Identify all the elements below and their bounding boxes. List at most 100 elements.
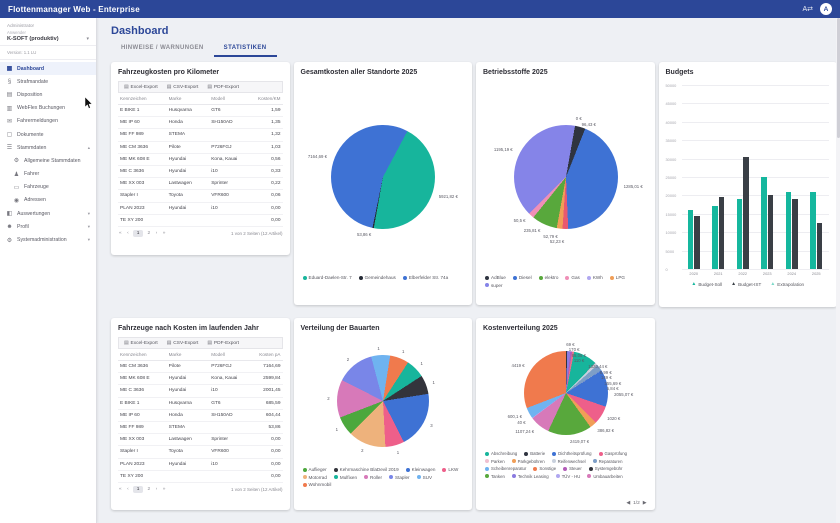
sidebar-item-auswertungen[interactable]: ◧ Auswertungen ▾ bbox=[0, 207, 96, 220]
pagination-first-button[interactable]: « bbox=[119, 231, 122, 237]
sidebar-item-stammdaten[interactable]: ☰ Stammdaten ▴ bbox=[0, 141, 96, 154]
sidebar-item-adressen[interactable]: ◉ Adressen bbox=[0, 194, 96, 207]
pagination-next-button[interactable]: › bbox=[155, 487, 158, 493]
pagination-page-2[interactable]: 2 bbox=[147, 231, 151, 237]
table-cell: 0,00 bbox=[254, 445, 283, 459]
table-row[interactable]: E BIKE 1 Husqvarna GT6 1,59 bbox=[118, 104, 283, 118]
tab-statistiken[interactable]: STATISTIKEN bbox=[213, 41, 277, 57]
table-row[interactable]: TE XY 200 0,00 bbox=[118, 470, 283, 483]
table-toolbar: ▤ Excel-Export ▤ CSV-Export ▤ PDF-Export bbox=[118, 337, 283, 349]
csv-export-button[interactable]: ▤ CSV-Export bbox=[167, 85, 199, 90]
pagination-prev-button[interactable]: ‹ bbox=[127, 487, 129, 493]
table-row[interactable]: ME MK 608 E Hyundai Kona, Kauai 2599,84 bbox=[118, 372, 283, 386]
legend-item-kehrmaschine-bladevil-2019: Kehrmaschine BlaDevil 2019 bbox=[333, 467, 399, 472]
scrollbar-thumb[interactable] bbox=[836, 18, 840, 138]
table-row[interactable]: ME XX 003 Lastwagen Sprinter 0,00 bbox=[118, 433, 283, 447]
card-title: Kostenverteilung 2025 bbox=[483, 325, 558, 332]
pdf-export-button[interactable]: ▤ PDF-Export bbox=[207, 85, 239, 90]
book-icon: ▥ bbox=[6, 105, 13, 112]
legend-color-dot bbox=[405, 467, 410, 472]
sidebar-item-fahrzeuge[interactable]: ▭ Fahrzeuge bbox=[0, 181, 96, 194]
card-title: Gesamtkosten aller Standorte 2025 bbox=[300, 69, 418, 76]
csv-export-button[interactable]: ▤ CSV-Export bbox=[167, 341, 199, 346]
pagination-prev-button[interactable]: ‹ bbox=[127, 231, 129, 237]
table-row[interactable]: ME CM 3636 Pilote P726FGJ 7164,69 bbox=[118, 360, 283, 374]
translate-icon[interactable]: A⇄ bbox=[802, 6, 813, 13]
legend-color-dot bbox=[302, 467, 307, 472]
legend-label: Kleinwagen bbox=[411, 467, 436, 472]
legend-label: Gasprüfung bbox=[604, 451, 628, 456]
y-tick-label: 35000 bbox=[665, 138, 677, 144]
card-title: Verteilung der Bauarten bbox=[300, 325, 380, 332]
sidebar-item-strafmandate[interactable]: § Strafmandate bbox=[0, 75, 96, 88]
table-cell: Stapler I bbox=[118, 445, 167, 459]
button-label: PDF-Export bbox=[213, 84, 239, 90]
table-cell: 0,22 bbox=[254, 177, 283, 191]
table-cell: STEMA bbox=[166, 128, 210, 142]
legend-pager-prev[interactable]: ◀ bbox=[626, 501, 631, 506]
excel-export-button[interactable]: ▤ Excel-Export bbox=[124, 341, 158, 346]
table-cell: 0,00 bbox=[254, 202, 283, 215]
table-row[interactable]: ME FF 989 STEMA 1,32 bbox=[118, 128, 283, 142]
legend-label: Scheibenreparatur bbox=[491, 466, 527, 471]
table-row[interactable]: Stapler I Toyota VFR600 0,00 bbox=[118, 445, 283, 459]
sidebar-item-profil[interactable]: ☻ Profil ▾ bbox=[0, 220, 96, 233]
legend-color-dot bbox=[588, 466, 593, 471]
table-row[interactable]: ME IP 60 Honda SH150AD 604,44 bbox=[118, 409, 283, 422]
table-row[interactable]: ME MK 608 E Hyundai Kona, Kauai 0,56 bbox=[118, 153, 283, 166]
legend-color-dot bbox=[511, 474, 516, 478]
pagination-next-button[interactable]: › bbox=[155, 231, 158, 237]
table-row[interactable]: ME CM 3636 Pilote P726FGJ 1,03 bbox=[118, 141, 283, 154]
sidebar-item-allgemeine-stammdaten[interactable]: ⚙ Allgemeine Stammdaten bbox=[0, 154, 96, 167]
legend-pager-label: 1/2 bbox=[633, 501, 640, 506]
sidebar-item-fahrer[interactable]: ♟ Fahrer bbox=[0, 168, 96, 181]
legend-label: Dichtheitsprüfung bbox=[558, 451, 592, 456]
table-cell: 2599,84 bbox=[254, 372, 283, 386]
sidebar-item-dashboard[interactable]: ▦ Dashboard bbox=[0, 62, 96, 76]
scrollbar[interactable] bbox=[836, 18, 840, 523]
table-row[interactable]: ME XX 003 Lastwagen Sprinter 0,22 bbox=[118, 177, 283, 191]
pagination-page-1[interactable]: 1 bbox=[133, 486, 143, 494]
tenant-select[interactable]: K-SOFT (produktiv) ▾ bbox=[7, 36, 89, 42]
table-row[interactable]: Stapler I Toyota VFR600 0,06 bbox=[118, 189, 283, 203]
sidebar-item-webflex-buchungen[interactable]: ▥ WebFlex Buchungen bbox=[0, 102, 96, 115]
table-cell: SH150AD bbox=[209, 409, 255, 422]
sidebar-item-fahrermeldungen[interactable]: ✉ Fahrermeldungen bbox=[0, 115, 96, 128]
x-tick-label: 2022 bbox=[738, 271, 748, 276]
legend-label: Mulfixen bbox=[339, 474, 357, 480]
pie-slice-label: 149 € bbox=[600, 375, 612, 381]
table-cell: 1,59 bbox=[254, 104, 283, 118]
table-row[interactable]: ME FF 989 STEMA 53,86 bbox=[118, 421, 283, 435]
pagination-page-2[interactable]: 2 bbox=[147, 487, 151, 493]
calendar-icon: ▤ bbox=[6, 92, 13, 99]
table-row[interactable]: ME C 3636 Hyundai i10 2001,45 bbox=[118, 384, 283, 398]
person-icon: ♟ bbox=[13, 171, 20, 178]
legend-pager-next[interactable]: ▶ bbox=[642, 501, 647, 506]
legend-item-gemeindehaus: Gemeindehaus bbox=[358, 275, 396, 280]
tab-hinweise-warnungen[interactable]: HINWEISE / WARNUNGEN bbox=[121, 45, 204, 51]
user-avatar[interactable]: A bbox=[820, 3, 832, 15]
sidebar-item-label: Fahrzeuge bbox=[24, 184, 49, 191]
legend-item-sonstige: Sonstige bbox=[533, 466, 556, 471]
table-row[interactable]: ME IP 60 Honda SH150AD 1,35 bbox=[118, 116, 283, 130]
pagination-page-1[interactable]: 1 bbox=[133, 230, 143, 238]
table-row[interactable]: PLAN 2023 Hyundai i10 0,00 bbox=[118, 458, 283, 471]
legend-label: KWh bbox=[592, 275, 603, 280]
pagination-last-button[interactable]: » bbox=[162, 231, 166, 237]
table-row[interactable]: PLAN 2023 Hyundai i10 0,00 bbox=[118, 202, 283, 215]
sidebar-item-systemadministration[interactable]: ⚙ Systemadministration ▾ bbox=[0, 233, 96, 246]
pagination-first-button[interactable]: « bbox=[119, 487, 122, 493]
excel-export-button[interactable]: ▤ Excel-Export bbox=[124, 85, 158, 90]
sidebar-item-disposition[interactable]: ▤ Disposition bbox=[0, 88, 96, 101]
legend-label: Parkgebühren bbox=[517, 458, 545, 464]
table-cell: 1,35 bbox=[254, 116, 283, 130]
table-row[interactable]: TE XY 200 0,00 bbox=[118, 214, 283, 227]
table-pagination: « ‹ 1 2 › » 1 von 2 Seiten (12 Artikel) bbox=[118, 483, 283, 494]
pdf-export-button[interactable]: ▤ PDF-Export bbox=[207, 341, 239, 346]
table-row[interactable]: ME C 3636 Hyundai i10 0,33 bbox=[118, 165, 283, 179]
pagination-last-button[interactable]: » bbox=[162, 487, 166, 493]
table-row[interactable]: E BIKE 1 Husqvarna GT6 685,59 bbox=[118, 397, 283, 410]
sidebar-item-dokumente[interactable]: ▢ Dokumente bbox=[0, 128, 96, 141]
table-cell: Toyota bbox=[166, 445, 210, 459]
